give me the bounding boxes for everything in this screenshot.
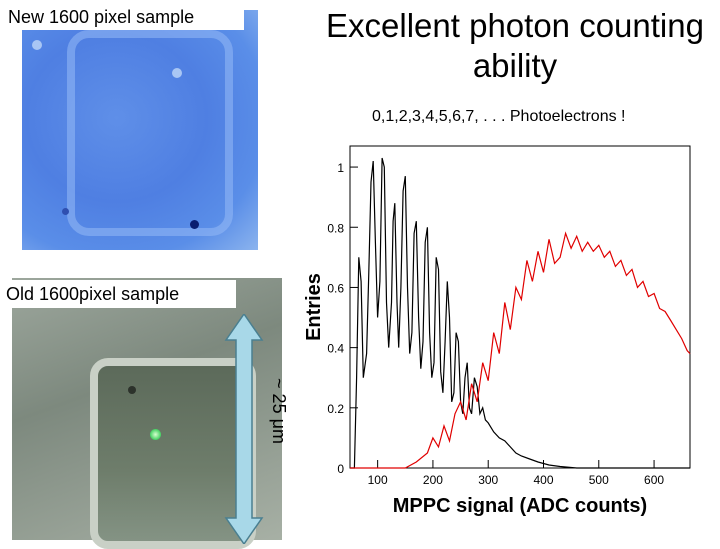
x-tick-label: 100: [368, 473, 388, 487]
bright-spot: [172, 68, 182, 78]
y-tick-label: 0.6: [327, 281, 344, 295]
x-tick-label: 500: [589, 473, 609, 487]
dark-spot: [190, 220, 199, 229]
x-axis-label: MPPC signal (ADC counts): [393, 495, 647, 517]
series-line: [350, 157, 690, 469]
series-line: [350, 231, 691, 469]
x-tick-label: 400: [533, 473, 553, 487]
x-tick-label: 200: [423, 473, 443, 487]
y-tick-label: 0.4: [327, 342, 344, 356]
old-sample-label: Old 1600pixel sample: [0, 280, 236, 308]
faint-spot: [62, 208, 69, 215]
bright-spot: [32, 40, 42, 50]
title-line-1: Excellent photon counting: [326, 7, 704, 44]
adc-spectrum-chart: 0 0.2 0.4 0.6 0.8 1 100 200 300 400 500 600 MPPC sig…: [303, 145, 691, 517]
x-tick-label: 600: [644, 473, 664, 487]
y-tick-label: 1: [337, 161, 344, 175]
new-sample-label: New 1600 pixel sample: [4, 4, 244, 30]
y-tick-label: 0.8: [327, 221, 344, 235]
pixel-cell: [90, 358, 256, 549]
green-spot: [150, 429, 161, 440]
photoelectron-note: 0,1,2,3,4,5,6,7, . . . Photoelectrons !: [372, 108, 626, 125]
y-tick-label: 0.2: [327, 402, 344, 416]
slide-title: Excellent photon counting ability: [300, 6, 720, 86]
old-sample-photo: [12, 278, 282, 549]
y-axis-label: Entries: [303, 273, 325, 341]
new-sample-photo: [22, 10, 258, 250]
plot-frame: [349, 145, 691, 469]
title-line-2: ability: [472, 47, 558, 84]
scale-arrow: [224, 314, 264, 544]
dark-spot: [128, 386, 136, 394]
y-tick-label: 0: [337, 462, 344, 476]
x-tick-label: 300: [478, 473, 498, 487]
pixel-frame: [67, 30, 233, 236]
scale-label: ~ 25 μm: [269, 378, 289, 444]
